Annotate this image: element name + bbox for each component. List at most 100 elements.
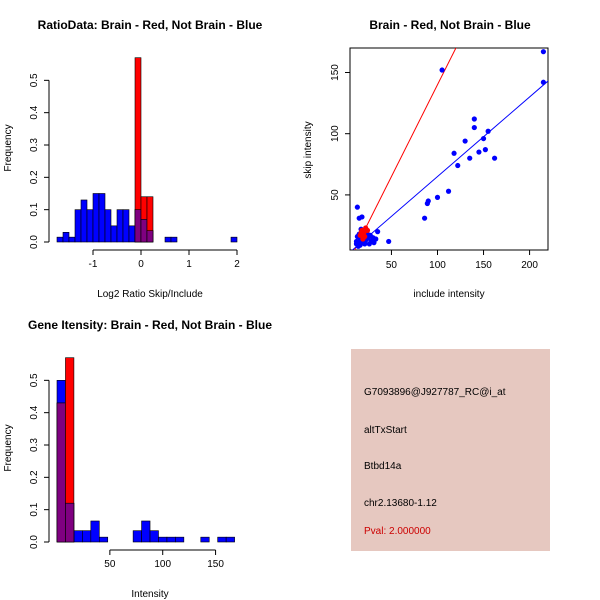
ratio-y-tick-label: 0.5 [29, 73, 40, 87]
scatter-x-tick-label: 150 [475, 260, 492, 271]
ratio-x-tick-label: 1 [186, 259, 192, 270]
ratio-x-tick-label: -1 [89, 259, 98, 270]
gene-bar-notbrain [158, 536, 168, 543]
scatter-points [353, 49, 546, 249]
gene-y-tick-label: 0.0 [29, 535, 40, 549]
scatter-point-notbrain [434, 194, 441, 200]
ratio-bar-notbrain [164, 236, 172, 243]
ratio-bars [56, 57, 238, 243]
ratio-x-axis: -1 0 1 2 [89, 249, 240, 270]
gene-y-tick-label: 0.4 [29, 405, 40, 419]
event-type-text: altTxStart [364, 425, 407, 436]
scatter-x-tick-label: 50 [386, 260, 398, 271]
gene-bar-notbrain [90, 520, 100, 543]
ratio-y-tick-label: 0.0 [29, 235, 40, 249]
scatter-line-blue [351, 80, 548, 250]
gene-bar-notbrain [166, 536, 176, 543]
ratio-bar-notbrain [170, 236, 178, 243]
gene-y-tick-label: 0.2 [29, 470, 40, 484]
gene-bar-notbrain [200, 536, 210, 543]
scatter-point-notbrain [359, 214, 365, 220]
ratio-y-tick-label: 0.2 [29, 170, 40, 184]
ratio-histogram-panel: RatioData: Brain - Red, Not Brain - Blue… [3, 18, 263, 300]
gene-bar-notbrain [141, 520, 151, 543]
scatter-point-notbrain [471, 124, 477, 131]
gene-x-tick-label: 150 [207, 559, 224, 570]
gene-y-axis: 0.0 0.1 0.2 0.3 0.4 0.5 [29, 373, 50, 549]
ratio-bar-notbrain [68, 236, 76, 243]
scatter-point-notbrain [471, 116, 477, 122]
ratio-bar-overlap [140, 219, 148, 243]
scatter-y-tick-label: 150 [330, 64, 341, 81]
probe-id-text: G7093896@J927787_RC@i_at [364, 387, 506, 398]
scatter-point-notbrain [540, 79, 546, 85]
ratio-bar-overlap [146, 230, 154, 243]
gene-intensity-histogram-panel: Gene Itensity: Brain - Red, Not Brain - … [3, 318, 272, 600]
ratio-bar-notbrain [56, 236, 64, 243]
ratio-bar-notbrain [86, 209, 94, 243]
gene-bar-notbrain [175, 536, 185, 543]
scatter-point-notbrain [482, 147, 488, 153]
gene-y-tick-label: 0.3 [29, 438, 40, 452]
gene-bar-notbrain [73, 530, 83, 543]
scatter-point-notbrain [421, 215, 428, 221]
gene-chart-title: Gene Itensity: Brain - Red, Not Brain - … [28, 318, 272, 332]
scatter-point-notbrain [480, 135, 487, 142]
ratio-bar-notbrain [98, 193, 106, 243]
gene-y-axis-label: Frequency [3, 424, 14, 471]
gene-bar-notbrain [82, 530, 92, 543]
scatter-line-red [354, 48, 457, 250]
scatter-point-brain [364, 227, 371, 234]
scatter-x-tick-label: 100 [429, 260, 446, 271]
scatter-plot-box [349, 47, 549, 251]
scatter-y-tick-label: 100 [330, 125, 341, 142]
scatter-point-notbrain [439, 67, 445, 73]
scatter-y-tick-label: 50 [330, 189, 341, 201]
intensity-scatter-panel: Brain - Red, Not Brain - Blue include in… [303, 18, 549, 300]
scatter-point-notbrain [491, 155, 498, 161]
gene-bar-notbrain [217, 536, 227, 543]
ratio-x-axis-label: Log2 Ratio Skip/Include [97, 289, 203, 300]
ratio-y-axis: 0.0 0.1 0.2 0.3 0.4 0.5 [29, 73, 50, 249]
scatter-point-notbrain [485, 128, 491, 134]
gene-bar-notbrain [225, 536, 235, 543]
scatter-y-axis: 50 100 150 [330, 64, 350, 201]
gene-x-axis-label: Intensity [131, 589, 168, 600]
scatter-point-notbrain [366, 241, 372, 247]
scatter-point-notbrain [353, 238, 360, 245]
pval-text: Pval: 2.000000 [364, 526, 431, 537]
scatter-point-notbrain [540, 49, 546, 55]
scatter-x-axis: 50 100 150 200 [386, 250, 538, 271]
scatter-x-axis-label: include intensity [413, 289, 484, 300]
gene-name-text: Btbd14a [364, 461, 402, 472]
gene-bar-overlap [56, 402, 66, 543]
scatter-point-brain [362, 233, 368, 240]
scatter-point-notbrain [357, 242, 363, 248]
ratio-bar-overlap [134, 209, 142, 243]
probe-info-panel: G7093896@J927787_RC@i_at altTxStart Btbd… [351, 349, 550, 551]
ratio-bar-notbrain [80, 199, 88, 243]
ratio-y-axis-label: Frequency [3, 124, 14, 171]
gene-x-tick-label: 50 [104, 559, 116, 570]
gene-bar-overlap [65, 502, 75, 543]
scatter-point-notbrain [354, 204, 360, 210]
gene-bar-notbrain [98, 536, 109, 543]
scatter-point-notbrain [424, 200, 430, 207]
ratio-bar-notbrain [104, 209, 112, 243]
scatter-point-notbrain [451, 150, 457, 156]
gene-y-tick-label: 0.5 [29, 373, 40, 387]
ratio-y-tick-label: 0.1 [29, 202, 40, 216]
ratio-bar-notbrain [74, 209, 82, 243]
ratio-bar-notbrain [62, 232, 70, 243]
ratio-bar-notbrain [110, 225, 118, 243]
ratio-y-tick-label: 0.4 [29, 105, 40, 119]
gene-bar-notbrain [132, 530, 142, 543]
gene-bar-notbrain [149, 530, 159, 543]
ratio-bar-notbrain [230, 236, 238, 243]
ratio-y-tick-label: 0.3 [29, 138, 40, 152]
scatter-point-notbrain [375, 229, 381, 235]
scatter-point-notbrain [462, 138, 468, 144]
scatter-chart-title: Brain - Red, Not Brain - Blue [369, 18, 531, 32]
scatter-point-notbrain [455, 162, 461, 169]
ratio-x-tick-label: 0 [138, 259, 144, 270]
